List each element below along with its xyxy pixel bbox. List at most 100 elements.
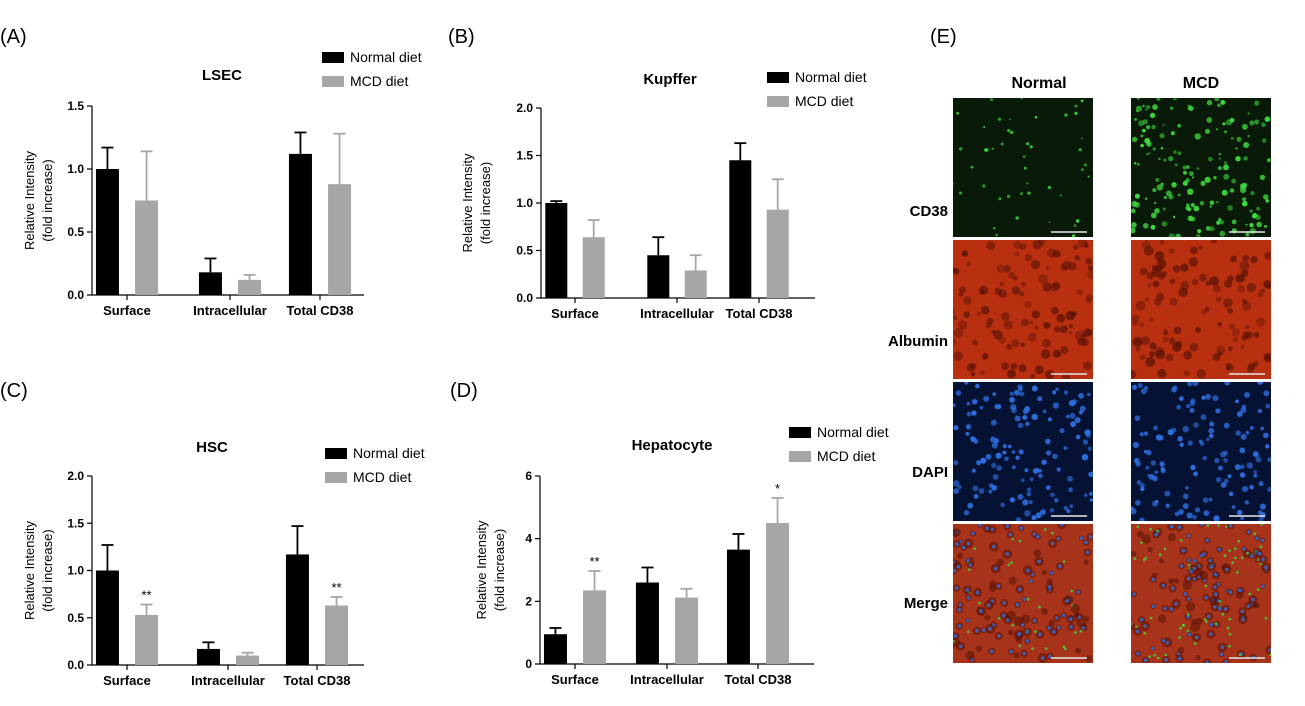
- bar: [766, 523, 790, 664]
- scale-bar: [1229, 657, 1265, 659]
- y-tick-label: 2.0: [67, 469, 84, 483]
- y-tick-label: 4: [525, 532, 532, 546]
- bar: [288, 153, 312, 295]
- legend-swatch: [767, 96, 789, 107]
- panel-letter-c: (C): [0, 380, 28, 402]
- bar: [582, 237, 605, 298]
- bar: [766, 209, 789, 298]
- legend-label: MCD diet: [795, 93, 853, 109]
- legend-swatch: [325, 472, 347, 483]
- bar: [238, 279, 262, 295]
- legend-swatch: [325, 448, 347, 459]
- y-axis-label: Relative Intensity: [22, 151, 37, 250]
- y-tick-label: 1.0: [67, 162, 84, 176]
- bar: [583, 590, 607, 664]
- bar: [635, 582, 659, 664]
- y-tick-label: 0.5: [67, 611, 84, 625]
- significance-marker: **: [141, 588, 151, 603]
- y-tick-label: 1.0: [67, 564, 84, 578]
- micrograph-merge-mcd: [1131, 524, 1271, 663]
- x-tick-label: Surface: [551, 306, 599, 321]
- y-axis-label: (fold increase): [478, 162, 493, 244]
- chart-title: HSC: [196, 439, 228, 456]
- y-tick-label: 0: [525, 657, 532, 671]
- chart-title: Kupffer: [643, 71, 696, 88]
- y-axis-label: Relative Intensity: [474, 520, 489, 619]
- x-tick-label: Surface: [551, 672, 599, 687]
- y-tick-label: 0.5: [67, 225, 84, 239]
- column-title-normal: Normal: [1011, 75, 1067, 92]
- bar: [236, 655, 260, 665]
- legend-label: Normal diet: [817, 424, 889, 440]
- bar: [545, 203, 568, 298]
- x-tick-label: Total CD38: [725, 672, 792, 687]
- legend-swatch: [789, 427, 811, 438]
- y-tick-label: 1.5: [516, 149, 533, 163]
- y-tick-label: 0.0: [67, 658, 84, 672]
- bar: [684, 270, 707, 298]
- x-tick-label: Total CD38: [726, 306, 793, 321]
- micrograph-albumin-mcd: [1131, 240, 1271, 379]
- panel-letter-b: (B): [448, 26, 475, 48]
- legend-swatch: [322, 76, 344, 87]
- scale-bar: [1229, 373, 1265, 375]
- row-label-merge: Merge: [903, 595, 948, 612]
- x-tick-label: Total CD38: [284, 673, 351, 688]
- legend-label: MCD diet: [350, 73, 408, 89]
- y-axis-label: Relative Intensity: [22, 521, 37, 620]
- bar: [135, 200, 159, 295]
- bar: [95, 169, 119, 295]
- legend-label: MCD diet: [353, 469, 411, 485]
- micrograph-albumin-normal: [953, 240, 1093, 379]
- legend-swatch: [789, 451, 811, 462]
- scale-bar: [1051, 231, 1087, 233]
- panel-letter-d: (D): [450, 380, 478, 402]
- x-tick-label: Surface: [103, 303, 151, 318]
- bar: [726, 549, 750, 664]
- bar: [328, 184, 352, 295]
- y-tick-label: 0.0: [67, 288, 84, 302]
- bar: [675, 597, 699, 664]
- legend-swatch: [767, 72, 789, 83]
- panel-letter-e: (E): [930, 26, 957, 48]
- significance-marker: **: [331, 580, 341, 595]
- x-tick-label: Intracellular: [640, 306, 714, 321]
- y-axis-label: Relative Intensity: [460, 153, 475, 252]
- bar: [325, 605, 349, 665]
- y-axis-label: (fold increase): [40, 529, 55, 611]
- bar: [198, 272, 222, 295]
- legend-label: Normal diet: [350, 49, 422, 65]
- bar-charts: LSEC Normal diet MCD diet 0.0 0.5 1.0 1.5 Relat…: [22, 49, 889, 688]
- bar: [543, 634, 567, 664]
- legend-swatch: [322, 52, 344, 63]
- x-tick-label: Intracellular: [630, 672, 704, 687]
- y-axis-label: (fold increase): [40, 159, 55, 241]
- scale-bar: [1051, 373, 1087, 375]
- x-tick-label: Total CD38: [287, 303, 354, 318]
- scale-bar: [1051, 515, 1087, 517]
- bar: [729, 160, 752, 298]
- y-tick-label: 0.0: [516, 291, 533, 305]
- scale-bar: [1229, 231, 1265, 233]
- bar: [285, 554, 309, 665]
- significance-marker: **: [589, 554, 599, 569]
- y-axis-label: (fold increase): [492, 529, 507, 611]
- panel-letter-a: (A): [0, 26, 27, 48]
- row-label-albumin: Albumin: [888, 333, 948, 350]
- chart-title: LSEC: [202, 67, 242, 84]
- significance-marker: *: [775, 481, 780, 496]
- scale-bar: [1051, 657, 1087, 659]
- column-title-mcd: MCD: [1182, 75, 1220, 92]
- y-tick-label: 0.5: [516, 244, 533, 258]
- row-label-dapi: DAPI: [912, 464, 948, 481]
- bar: [135, 614, 159, 665]
- y-tick-label: 6: [525, 469, 532, 483]
- y-tick-label: 1.0: [516, 196, 533, 210]
- chart-title: Hepatocyte: [632, 437, 713, 454]
- scale-bar: [1229, 515, 1265, 517]
- micrograph-cd38-mcd: [1131, 98, 1271, 237]
- bar: [647, 255, 670, 298]
- y-tick-label: 2: [525, 594, 532, 608]
- legend-label: MCD diet: [817, 448, 875, 464]
- legend-label: Normal diet: [795, 69, 867, 85]
